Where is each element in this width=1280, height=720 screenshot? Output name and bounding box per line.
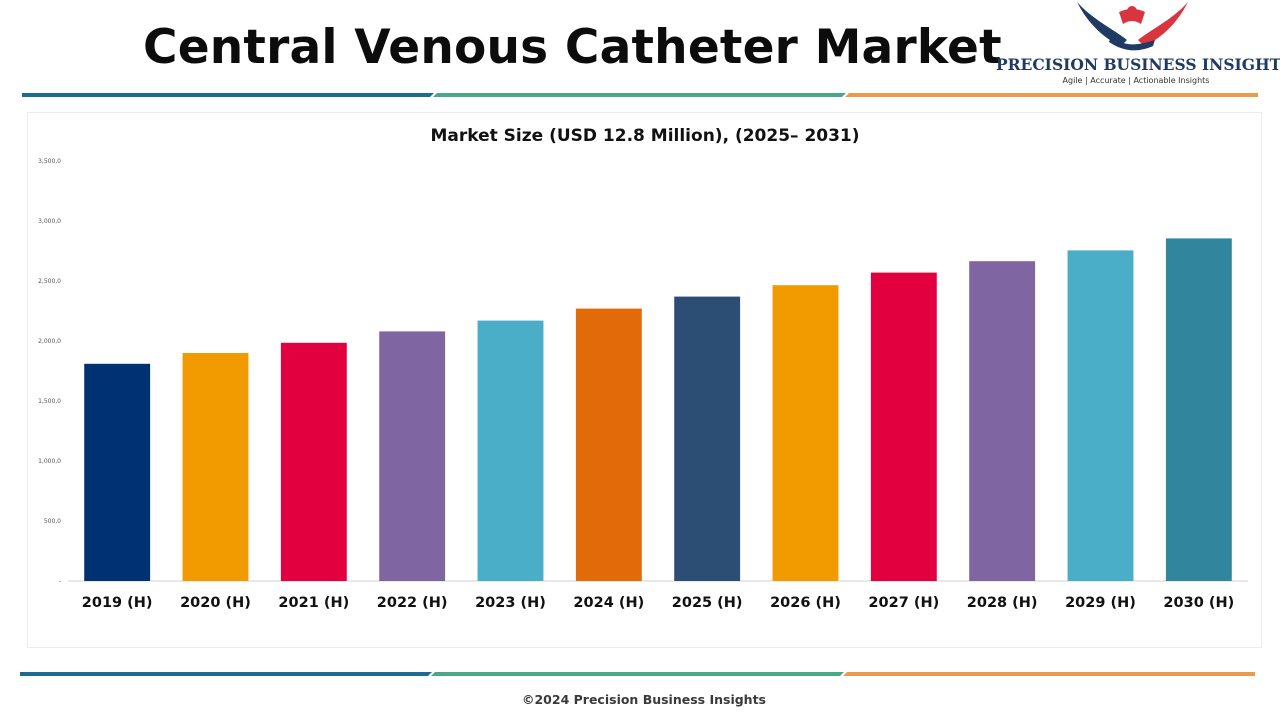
x-tick-label: 2019 (H)	[82, 595, 153, 611]
bar	[379, 331, 446, 581]
eagle-handshake-icon	[1077, 2, 1188, 51]
y-tick-label: 2,500,0	[38, 278, 61, 285]
top-stripe-orange	[845, 93, 1258, 97]
top-stripe-blue	[22, 93, 434, 97]
bottom-stripe-orange	[843, 672, 1255, 676]
bar	[575, 308, 642, 581]
x-tick-label: 2021 (H)	[278, 595, 349, 611]
y-tick-label: 1,000,0	[38, 458, 61, 465]
bar	[280, 342, 347, 581]
brand-name: PRECISION BUSINESS INSIGHTS	[996, 55, 1280, 74]
x-tick-label: 2022 (H)	[377, 595, 448, 611]
x-tick-label: 2028 (H)	[967, 595, 1038, 611]
brand-tagline: Agile | Accurate | Actionable Insights	[1062, 76, 1210, 85]
bar-chart: Market Size (USD 12.8 Million), (2025– 2…	[38, 126, 1248, 611]
page-title: Central Venous Catheter Market	[143, 20, 1002, 75]
x-tick-label: 2023 (H)	[475, 595, 546, 611]
bar	[674, 296, 741, 581]
bar	[477, 320, 544, 581]
x-tick-label: 2024 (H)	[573, 595, 644, 611]
bar	[84, 363, 151, 581]
bar	[1165, 238, 1232, 581]
bottom-stripe-green	[431, 672, 844, 676]
x-tick-label: 2030 (H)	[1163, 595, 1234, 611]
x-tick-label: 2025 (H)	[672, 595, 743, 611]
chart-panel: Market Size (USD 12.8 Million), (2025– 2…	[27, 112, 1262, 648]
y-tick-label: -	[59, 578, 61, 585]
y-tick-label: 500,0	[44, 518, 61, 525]
x-tick-label: 2020 (H)	[180, 595, 251, 611]
top-stripe-green	[433, 93, 846, 97]
y-tick-label: 3,500,0	[38, 158, 61, 165]
y-tick-label: 3,000,0	[38, 218, 61, 225]
y-tick-label: 1,500,0	[38, 398, 61, 405]
bar	[969, 261, 1036, 581]
brand-logo: PRECISION BUSINESS INSIGHTS Agile | Accu…	[990, 0, 1280, 92]
x-tick-label: 2026 (H)	[770, 595, 841, 611]
bar	[870, 272, 937, 581]
bar	[1067, 250, 1134, 581]
y-tick-label: 2,000,0	[38, 338, 61, 345]
x-tick-label: 2027 (H)	[868, 595, 939, 611]
bar	[772, 285, 839, 581]
chart-title: Market Size (USD 12.8 Million), (2025– 2…	[430, 126, 859, 146]
footer-copyright: ©2024 Precision Business Insights	[521, 692, 766, 707]
x-tick-label: 2029 (H)	[1065, 595, 1136, 611]
bottom-stripe-blue	[20, 672, 432, 676]
bar	[182, 353, 249, 581]
